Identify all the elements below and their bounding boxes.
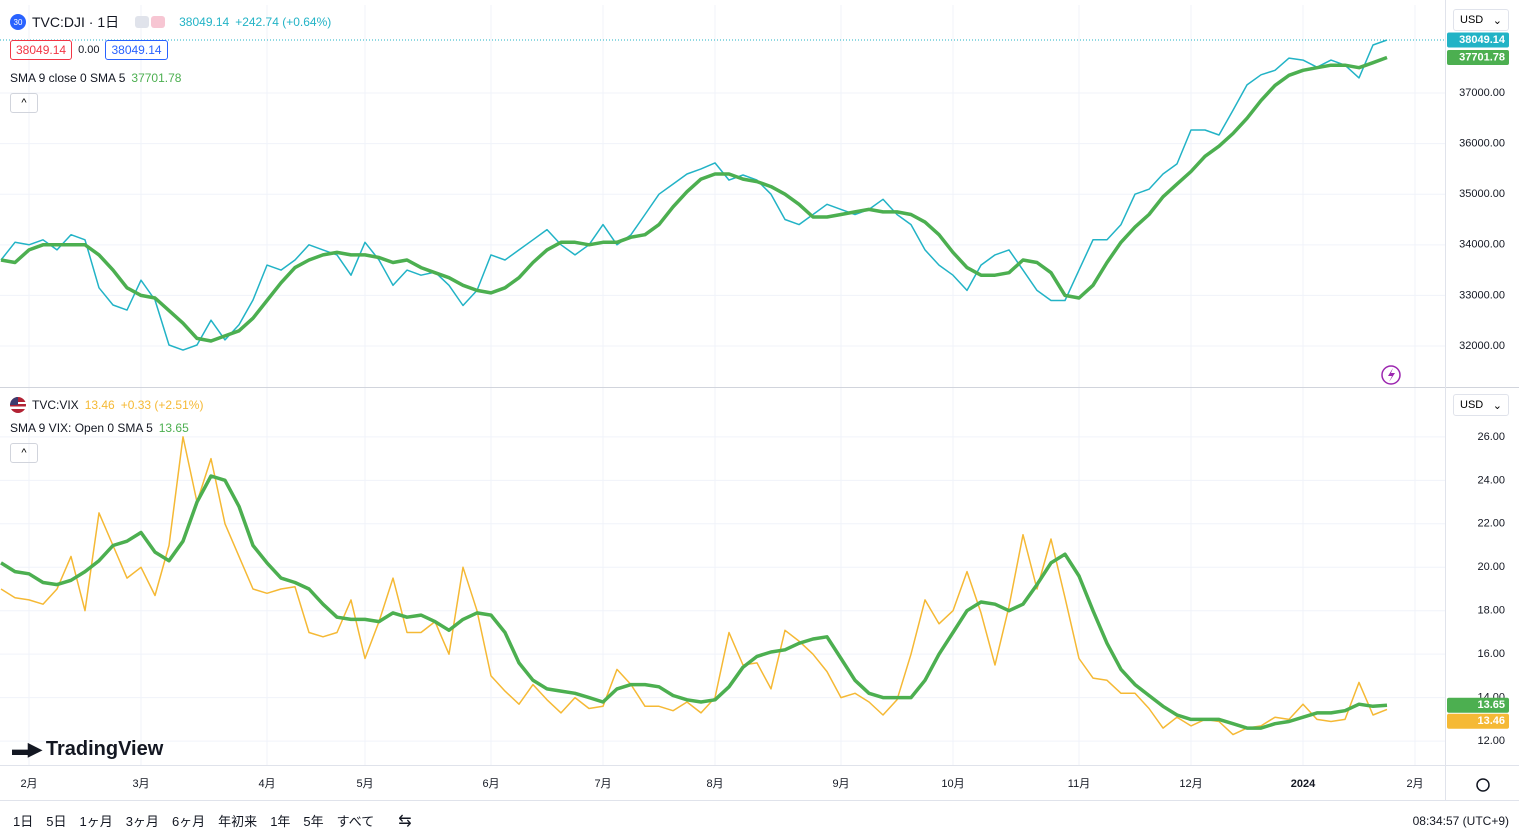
spread: 0.00 xyxy=(78,44,100,56)
y-tick-label: 22.00 xyxy=(1477,518,1505,530)
flag-icon xyxy=(10,397,26,413)
axis-price-box xyxy=(1447,32,1509,48)
range-button[interactable]: 6ヶ月 xyxy=(171,814,206,829)
logo-icon: ▬▶ xyxy=(12,739,42,759)
logo[interactable]: ▬▶ TradingView xyxy=(12,738,163,761)
indicator-value: 13.65 xyxy=(158,421,189,435)
compare-icon[interactable]: ⇆ xyxy=(398,812,412,830)
range-button[interactable]: 1年 xyxy=(270,814,291,829)
axis-price-text: 38049.14 xyxy=(1459,34,1506,46)
icon[interactable] xyxy=(135,16,150,28)
symbol-title[interactable]: TVC:VIX xyxy=(32,398,79,412)
range-button[interactable]: 5日 xyxy=(46,814,67,829)
x-tick-label: 3月 xyxy=(132,778,149,790)
currency-select[interactable]: USD ⌄ xyxy=(1453,9,1509,31)
alert-bolt xyxy=(1388,368,1395,382)
range-button[interactable]: 年初来 xyxy=(218,814,258,829)
y-tick-label: 26.00 xyxy=(1477,431,1505,443)
x-tick-label: 2024 xyxy=(1291,778,1316,790)
axis-price-label: 13.65 xyxy=(1447,697,1509,713)
x-tick-label: 2月 xyxy=(1406,778,1423,790)
y-tick-label: 34000.00 xyxy=(1459,239,1505,251)
buy-button[interactable]: 38049.14 xyxy=(105,40,168,60)
range-button[interactable]: 1日 xyxy=(13,814,34,829)
trade-row: 38049.14 0.00 38049.14 xyxy=(10,40,168,60)
bottom-legend: TVC:VIX 13.46 +0.33 (+2.51%) xyxy=(10,397,203,413)
price-line xyxy=(0,436,1388,736)
axis-price-box xyxy=(1447,697,1509,713)
last-price: 38049.14 xyxy=(179,15,230,29)
symbol-title[interactable]: TVC:DJI · 1日 xyxy=(32,14,120,30)
price-line xyxy=(0,39,1388,351)
chevron: ⌄ xyxy=(1492,399,1502,412)
range-button[interactable]: 5年 xyxy=(303,814,324,829)
x-tick-label: 9月 xyxy=(832,778,849,790)
x-tick-label: 4月 xyxy=(258,778,275,790)
y-tick-label: 36000.00 xyxy=(1459,138,1505,150)
range-button[interactable]: 1ヶ月 xyxy=(79,814,113,829)
axis-price-label: 13.46 xyxy=(1447,713,1509,729)
currency-select[interactable]: USD ⌄ xyxy=(1453,394,1509,416)
y-tick-label: 24.00 xyxy=(1477,474,1505,486)
clock: 08:34:57 (UTC+9) xyxy=(1412,813,1509,828)
x-tick-label: 8月 xyxy=(706,778,723,790)
icon[interactable] xyxy=(151,16,166,28)
logo-text: TradingView xyxy=(45,738,164,760)
indicator-name[interactable]: SMA 9 close 0 SMA 5 xyxy=(10,71,126,85)
chevron: ⌄ xyxy=(1492,14,1502,27)
top-legend: 30 TVC:DJI · 1日 38049.14 +242.74 (+0.64%… xyxy=(10,12,331,32)
axis-price-text: 13.46 xyxy=(1477,715,1505,727)
indicator-legend: SMA 9 VIX: Open 0 SMA 5 13.65 xyxy=(10,421,189,435)
y-tick-label: 33000.00 xyxy=(1459,289,1505,301)
sma-line xyxy=(0,474,1388,730)
range-button[interactable]: すべて xyxy=(336,814,375,829)
indicator-legend: SMA 9 close 0 SMA 5 37701.78 xyxy=(10,71,181,85)
y-tick-label: 16.00 xyxy=(1477,648,1505,660)
symbol-badge: 30 xyxy=(10,14,26,30)
y-tick-label: 12.00 xyxy=(1477,735,1505,747)
alert-icon xyxy=(1381,365,1401,385)
axis-price-box xyxy=(1447,713,1509,729)
axis-price-label: 38049.14 xyxy=(1447,32,1509,48)
y-tick-label: 35000.00 xyxy=(1459,188,1505,200)
price-change: +242.74 (+0.64%) xyxy=(235,15,332,29)
axis-price-box xyxy=(1447,50,1509,66)
x-tick-label: 7月 xyxy=(594,778,611,790)
currency: USD xyxy=(1460,399,1484,411)
x-tick-label: 12月 xyxy=(1179,778,1202,790)
collapse-button[interactable]: ^ xyxy=(10,443,38,463)
indicator-value: 37701.78 xyxy=(131,71,182,85)
price-change: +0.33 (+2.51%) xyxy=(120,398,204,412)
axis-price-label: 37701.78 xyxy=(1447,50,1509,66)
range-button[interactable]: 3ヶ月 xyxy=(125,814,159,829)
x-tick-label: 5月 xyxy=(356,778,373,790)
axis-price-text: 13.65 xyxy=(1477,699,1505,711)
axis-price-text: 37701.78 xyxy=(1459,51,1505,63)
x-tick-label: 6月 xyxy=(482,778,499,790)
currency: USD xyxy=(1460,14,1484,26)
collapse-button[interactable]: ^ xyxy=(10,93,38,113)
bottom-toolbar: 1日 5日 1ヶ月 3ヶ月 6ヶ月 年初来 1年 5年 すべて ⇆ 08:34:57 (UTC+… xyxy=(0,800,1519,839)
y-tick-label: 37000.00 xyxy=(1459,87,1505,99)
settings-icon xyxy=(1476,778,1490,792)
indicator-name[interactable]: SMA 9 VIX: Open 0 SMA 5 xyxy=(10,421,153,435)
y-tick-label: 18.00 xyxy=(1477,605,1505,617)
range-list: 1日 5日 1ヶ月 3ヶ月 6ヶ月 年初来 1年 5年 すべて xyxy=(0,811,374,830)
y-tick-label: 20.00 xyxy=(1477,561,1505,573)
legend-icons xyxy=(135,16,166,28)
y-tick-label: 32000.00 xyxy=(1459,340,1505,352)
x-tick-label: 10月 xyxy=(941,778,964,790)
last-price: 13.46 xyxy=(84,398,115,412)
x-tick-label: 11月 xyxy=(1068,778,1090,790)
sma-line xyxy=(0,55,1388,343)
sell-button[interactable]: 38049.14 xyxy=(10,40,73,60)
x-tick-label: 2月 xyxy=(20,778,37,790)
